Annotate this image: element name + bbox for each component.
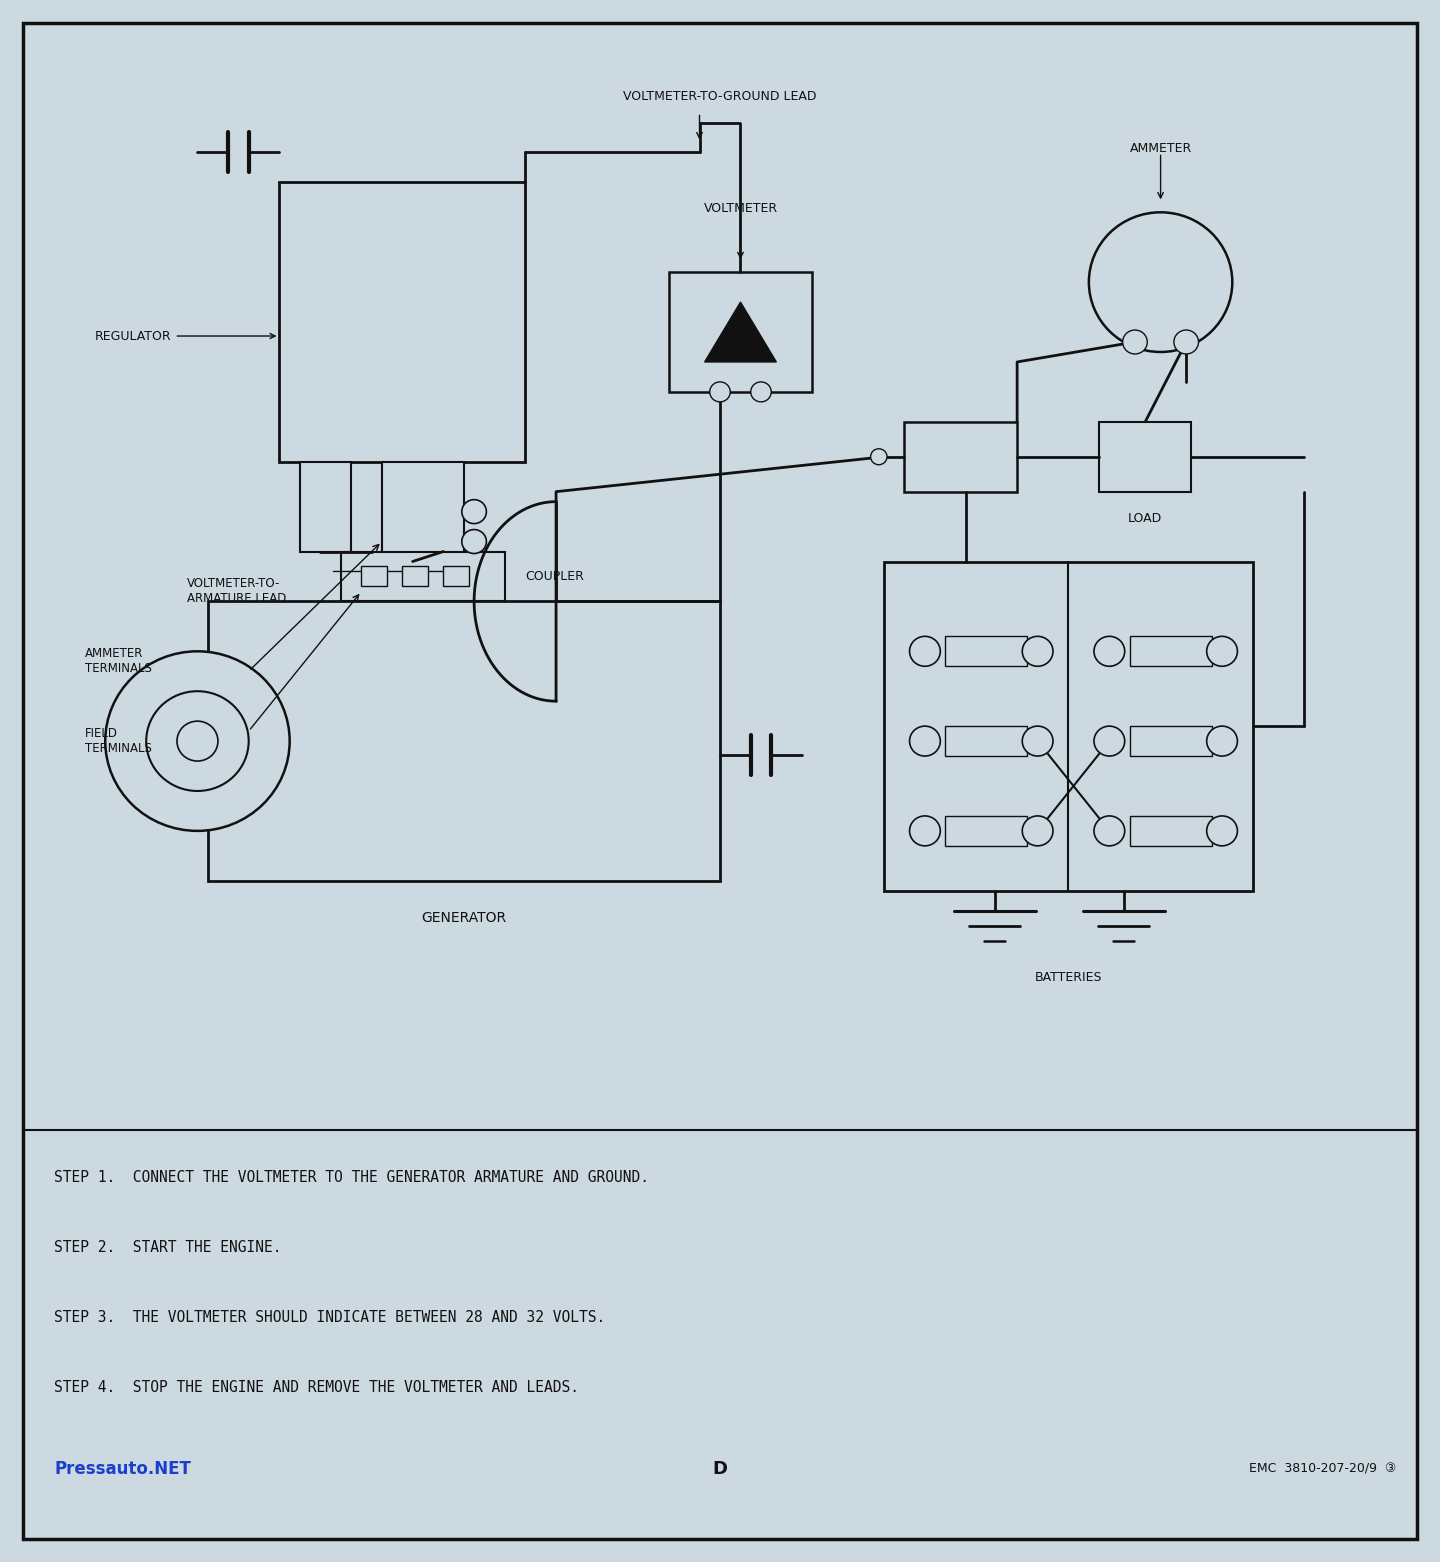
Bar	[904, 422, 1017, 492]
Circle shape	[1174, 330, 1198, 355]
Circle shape	[462, 530, 487, 553]
Circle shape	[1022, 726, 1053, 756]
Polygon shape	[704, 301, 776, 362]
Circle shape	[871, 448, 887, 465]
Circle shape	[1089, 212, 1233, 351]
Circle shape	[750, 383, 772, 401]
Text: REGULATOR: REGULATOR	[95, 330, 275, 342]
Bar	[946, 815, 1027, 847]
Circle shape	[1094, 636, 1125, 667]
Circle shape	[1207, 815, 1237, 847]
Bar	[1099, 422, 1191, 492]
Text: EMC  3810-207-20/9  ③: EMC 3810-207-20/9 ③	[1248, 1464, 1397, 1476]
Circle shape	[910, 815, 940, 847]
Text: BATTERIES: BATTERIES	[1034, 970, 1102, 984]
Bar	[884, 561, 1253, 890]
Bar	[402, 567, 428, 586]
Circle shape	[105, 651, 289, 831]
Circle shape	[177, 722, 217, 761]
Bar	[946, 726, 1027, 756]
Text: STEP 2.  START THE ENGINE.: STEP 2. START THE ENGINE.	[55, 1240, 281, 1254]
Circle shape	[910, 636, 940, 667]
Bar	[946, 636, 1027, 667]
Circle shape	[910, 726, 940, 756]
Text: VOLTMETER: VOLTMETER	[703, 203, 778, 216]
Circle shape	[147, 692, 249, 790]
Circle shape	[1094, 815, 1125, 847]
Circle shape	[1022, 636, 1053, 667]
Bar	[444, 567, 469, 586]
Bar	[361, 567, 387, 586]
Bar	[1130, 726, 1212, 756]
Text: STEP 1.  CONNECT THE VOLTMETER TO THE GENERATOR ARMATURE AND GROUND.: STEP 1. CONNECT THE VOLTMETER TO THE GEN…	[55, 1170, 649, 1186]
Circle shape	[462, 500, 487, 523]
Bar	[1130, 636, 1212, 667]
Circle shape	[710, 383, 730, 401]
Text: D: D	[713, 1460, 727, 1478]
Text: AMMETER: AMMETER	[1129, 142, 1192, 156]
Bar	[382, 462, 464, 561]
Text: STEP 3.  THE VOLTMETER SHOULD INDICATE BETWEEN 28 AND 32 VOLTS.: STEP 3. THE VOLTMETER SHOULD INDICATE BE…	[55, 1311, 605, 1325]
Circle shape	[1094, 726, 1125, 756]
Text: COUPLER: COUPLER	[526, 570, 585, 583]
Text: VOLTMETER-TO-
ARMATURE LEAD: VOLTMETER-TO- ARMATURE LEAD	[187, 578, 287, 606]
Bar	[300, 462, 351, 551]
Circle shape	[1207, 636, 1237, 667]
Bar	[207, 601, 720, 881]
Circle shape	[1022, 815, 1053, 847]
Text: AMMETER
TERMINALS: AMMETER TERMINALS	[85, 647, 151, 675]
Text: GENERATOR: GENERATOR	[422, 911, 507, 925]
Text: Pressauto.NET: Pressauto.NET	[55, 1460, 192, 1478]
Text: STEP 4.  STOP THE ENGINE AND REMOVE THE VOLTMETER AND LEADS.: STEP 4. STOP THE ENGINE AND REMOVE THE V…	[55, 1379, 579, 1395]
Bar	[279, 183, 526, 462]
Bar	[668, 272, 812, 392]
Circle shape	[1123, 330, 1148, 355]
Circle shape	[1207, 726, 1237, 756]
Bar	[1130, 815, 1212, 847]
Text: VOLTMETER-TO-GROUND LEAD: VOLTMETER-TO-GROUND LEAD	[624, 89, 816, 103]
Text: LOAD: LOAD	[1128, 512, 1162, 525]
Bar	[341, 551, 505, 601]
Text: FIELD
TERMINALS: FIELD TERMINALS	[85, 726, 151, 754]
